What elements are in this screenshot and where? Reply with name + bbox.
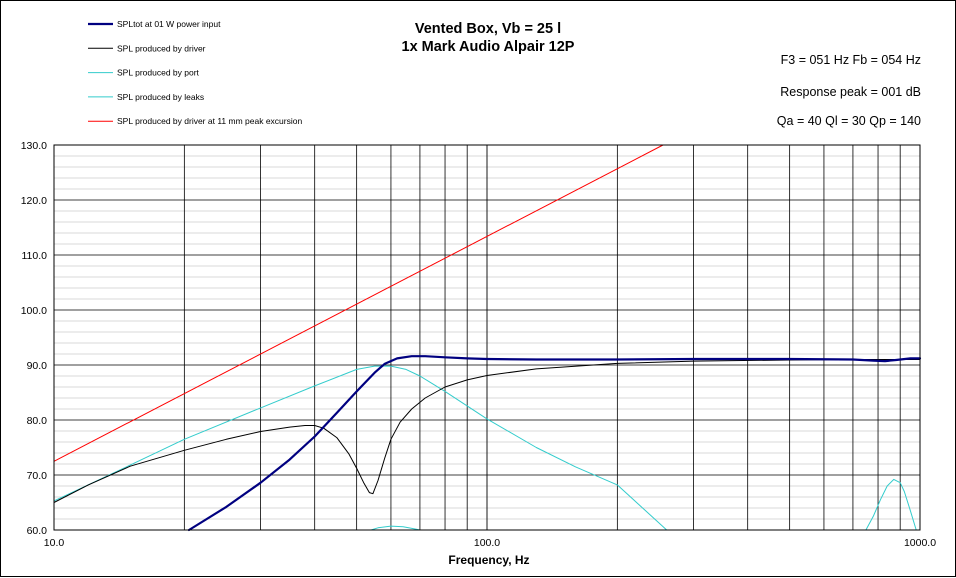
plot-border <box>53 144 921 531</box>
legend-item: SPL produced by port <box>88 68 200 78</box>
series-spl-produced-by-driver-at-11-mm-peak-excursion <box>53 144 664 462</box>
series-line-spl-produced-by-port <box>53 365 668 531</box>
response-peak-readout: Response peak = 001 dB <box>780 85 921 99</box>
series-line-spl-produced-by-driver <box>53 359 921 503</box>
chart-title: Vented Box, Vb = 25 l 1x Mark Audio Alpa… <box>402 21 575 55</box>
legend: SPLtot at 01 W power input SPL produced b… <box>88 19 302 126</box>
x-tick-label: 1000.0 <box>904 537 936 549</box>
y-tick-label: 90.0 <box>27 360 48 372</box>
y-axis-tick-labels: 60.0 70.0 80.0 90.0 100.0 110.0 120.0 130.0 <box>21 140 47 537</box>
q-values-readout: Qa = 40 Ql = 30 Qp = 140 <box>777 114 921 128</box>
legend-item: SPL produced by driver <box>88 43 206 53</box>
y-tick-label: 100.0 <box>21 305 47 317</box>
y-tick-label: 120.0 <box>21 195 47 207</box>
legend-item: SPL produced by driver at 11 mm peak exc… <box>88 116 302 126</box>
series-layer <box>53 144 922 532</box>
y-tick-label: 110.0 <box>22 250 48 262</box>
y-tick-label: 130.0 <box>21 140 47 152</box>
legend-label: SPL produced by leaks <box>117 92 204 102</box>
f3-fb-readout: F3 = 051 Hz Fb = 054 Hz <box>781 53 921 67</box>
series-line-spl-produced-by-leaks-1 <box>370 525 421 531</box>
legend-item: SPL produced by leaks <box>88 92 204 102</box>
legend-label: SPLtot at 01 W power input <box>117 19 221 29</box>
x-axis-title: Frequency, Hz <box>448 553 529 567</box>
legend-label: SPL produced by port <box>117 68 200 78</box>
series-line-spl-produced-by-driver-at-11-mm-peak-excursion <box>53 144 664 462</box>
legend-item: SPLtot at 01 W power input <box>88 19 221 29</box>
series-line-spltot-at-01-w-power-input <box>187 355 922 532</box>
x-tick-label: 10.0 <box>44 537 65 549</box>
legend-label: SPL produced by driver at 11 mm peak exc… <box>117 116 302 126</box>
legend-label: SPL produced by driver <box>117 43 206 53</box>
series-spl-produced-by-port <box>53 365 668 531</box>
y-tick-label: 60.0 <box>27 525 48 537</box>
x-axis-tick-labels: 10.0 100.0 1000.0 <box>44 537 936 549</box>
series-line-spl-produced-by-leaks-2 <box>865 478 917 531</box>
x-tick-label: 100.0 <box>474 537 500 549</box>
series-spltot-at-01-w-power-input <box>187 355 922 532</box>
series-spl-produced-by-leaks <box>370 478 917 531</box>
y-tick-label: 70.0 <box>27 470 48 482</box>
y-tick-label: 80.0 <box>27 415 48 427</box>
info-panel: F3 = 051 Hz Fb = 054 Hz Response peak = … <box>777 53 921 128</box>
chart-title-line-1: Vented Box, Vb = 25 l <box>415 21 561 37</box>
series-spl-produced-by-driver <box>53 359 921 503</box>
chart-title-line-2: 1x Mark Audio Alpair 12P <box>402 39 575 55</box>
